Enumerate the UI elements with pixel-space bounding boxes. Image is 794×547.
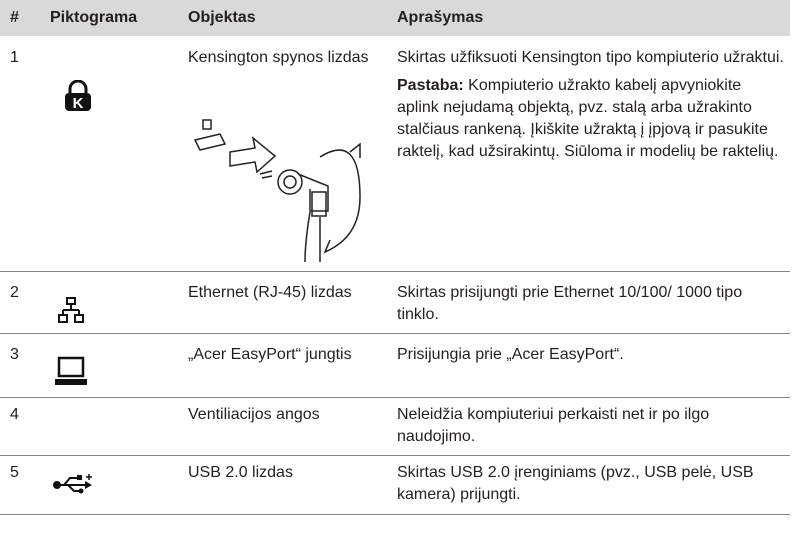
column-header: Objektas — [188, 9, 256, 26]
note-label: Pastaba: — [397, 77, 464, 94]
row-divider — [0, 271, 790, 272]
usb-icon — [53, 474, 92, 494]
object-name: Ethernet (RJ-45) lizdas — [188, 284, 352, 301]
description: Skirtas USB 2.0 įrenginiams (pvz., USB p… — [397, 464, 754, 503]
lock-illustration — [193, 119, 361, 263]
row-number: 3 — [10, 346, 19, 363]
description: Prisijungia prie „Acer EasyPort“. — [397, 346, 624, 363]
note-text: Kompiuterio užrakto kabelį apvyniokite a… — [397, 77, 779, 160]
object-name: Ventiliacijos angos — [188, 406, 320, 423]
row-divider — [0, 514, 790, 515]
svg-text:K: K — [73, 95, 84, 112]
row-number: 2 — [10, 284, 19, 301]
note: Pastaba: Kompiuterio užrakto kabelį apvy… — [397, 75, 785, 163]
description: Skirtas užfiksuoti Kensington tipo kompi… — [397, 47, 785, 169]
object-name: Kensington spynos lizdas — [188, 49, 369, 66]
row-number: 1 — [10, 49, 19, 66]
row-divider — [0, 397, 790, 398]
header-band — [0, 0, 790, 36]
description: Skirtas prisijungti prie Ethernet 10/100… — [397, 284, 743, 323]
kensington-icon: K — [65, 80, 91, 112]
column-header: Piktograma — [50, 9, 138, 26]
description-text: Skirtas užfiksuoti Kensington tipo kompi… — [397, 49, 784, 66]
column-header: # — [10, 9, 19, 26]
column-header: Aprašymas — [397, 9, 484, 26]
object-name: USB 2.0 lizdas — [188, 464, 293, 481]
easyport-icon — [55, 356, 87, 385]
row-number: 4 — [10, 406, 19, 423]
object-name: „Acer EasyPort“ jungtis — [188, 346, 352, 363]
description: Neleidžia kompiuteriui perkaisti net ir … — [397, 406, 710, 445]
row-divider — [0, 455, 790, 456]
row-number: 5 — [10, 464, 19, 481]
ethernet-icon — [58, 297, 84, 323]
row-divider — [0, 333, 790, 334]
